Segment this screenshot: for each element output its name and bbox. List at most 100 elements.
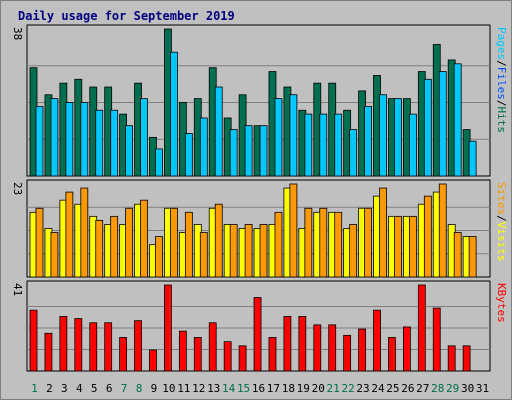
bar-sites-day-14 bbox=[229, 224, 238, 278]
x-tick-label: 15 bbox=[237, 382, 250, 395]
x-tick-label: 14 bbox=[222, 382, 236, 395]
y-max-label: 38 bbox=[11, 27, 24, 40]
bar-files-day-2 bbox=[50, 98, 59, 177]
bar-files-day-3 bbox=[65, 102, 74, 177]
bar-kbytes-day-18 bbox=[283, 316, 292, 372]
bar-sites-day-3 bbox=[65, 191, 74, 278]
bar-sites-day-27 bbox=[423, 195, 432, 278]
bar-sites-day-10 bbox=[170, 207, 178, 278]
bar-sites-day-15 bbox=[244, 224, 253, 278]
bar-sites-day-12 bbox=[199, 232, 208, 278]
bar-kbytes-day-16 bbox=[253, 297, 262, 372]
bar-kbytes-day-12 bbox=[193, 337, 202, 372]
bar-files-day-9 bbox=[155, 148, 163, 177]
bar-kbytes-day-17 bbox=[268, 337, 277, 372]
x-tick-label: 29 bbox=[446, 382, 459, 395]
bar-files-day-1 bbox=[35, 105, 44, 177]
bar-kbytes-day-7 bbox=[119, 337, 128, 372]
bar-kbytes-day-6 bbox=[104, 322, 113, 372]
bar-files-day-26 bbox=[408, 113, 417, 177]
bar-sites-day-30 bbox=[468, 236, 477, 278]
bar-kbytes-day-8 bbox=[134, 320, 142, 372]
y-max-label: 23 bbox=[11, 182, 24, 195]
bar-files-day-25 bbox=[394, 98, 402, 177]
x-tick-label: 27 bbox=[416, 382, 429, 395]
x-tick-label: 4 bbox=[76, 382, 83, 395]
series-legend: Sites/Visits bbox=[495, 182, 508, 262]
bar-sites-day-24 bbox=[379, 187, 387, 278]
x-tick-label: 25 bbox=[386, 382, 399, 395]
x-tick-label: 24 bbox=[371, 382, 385, 395]
bar-sites-day-19 bbox=[304, 207, 313, 278]
bar-kbytes-day-20 bbox=[313, 324, 322, 372]
x-tick-label: 30 bbox=[461, 382, 474, 395]
bar-kbytes-day-3 bbox=[59, 316, 68, 372]
x-tick-label: 17 bbox=[267, 382, 280, 395]
bar-kbytes-day-23 bbox=[358, 328, 366, 372]
bar-sites-day-21 bbox=[334, 211, 343, 278]
x-tick-label: 31 bbox=[476, 382, 489, 395]
bar-kbytes-day-28 bbox=[432, 307, 441, 372]
bar-sites-day-8 bbox=[140, 199, 148, 278]
legend-files: Files bbox=[495, 67, 508, 100]
bar-sites-day-16 bbox=[259, 224, 268, 278]
x-tick-label: 18 bbox=[282, 382, 295, 395]
bar-files-day-22 bbox=[349, 129, 358, 177]
bar-files-day-17 bbox=[274, 98, 283, 177]
bar-sites-day-23 bbox=[364, 207, 372, 278]
x-tick-label: 6 bbox=[106, 382, 113, 395]
bar-files-day-6 bbox=[110, 109, 119, 177]
bar-files-day-29 bbox=[453, 63, 462, 177]
bar-sites-day-6 bbox=[110, 215, 119, 278]
bar-kbytes-day-11 bbox=[178, 330, 187, 372]
bar-kbytes-day-4 bbox=[74, 318, 83, 372]
bar-files-day-24 bbox=[379, 94, 387, 177]
bar-files-day-14 bbox=[229, 129, 238, 177]
bar-files-day-21 bbox=[334, 113, 343, 177]
x-tick-label: 13 bbox=[207, 382, 220, 395]
bar-sites-day-9 bbox=[155, 236, 163, 278]
bar-files-day-28 bbox=[438, 71, 447, 177]
x-tick-label: 2 bbox=[46, 382, 53, 395]
x-tick-label: 23 bbox=[356, 382, 369, 395]
bar-kbytes-day-22 bbox=[343, 334, 352, 372]
bar-files-day-23 bbox=[364, 105, 372, 177]
bar-files-day-16 bbox=[259, 125, 268, 177]
x-tick-label: 3 bbox=[61, 382, 68, 395]
bar-files-day-8 bbox=[140, 98, 148, 177]
bar-sites-day-5 bbox=[95, 219, 104, 278]
legend-hits: Hits bbox=[495, 107, 508, 134]
bar-files-day-7 bbox=[125, 125, 134, 177]
bar-sites-day-2 bbox=[50, 232, 59, 278]
series-legend: Pages/Files/Hits bbox=[495, 27, 508, 133]
legend-kbytes: KBytes bbox=[495, 283, 508, 323]
bar-kbytes-day-29 bbox=[447, 345, 456, 372]
bar-files-day-20 bbox=[319, 113, 328, 177]
legend-separator: / bbox=[495, 100, 508, 107]
x-axis-labels: 1 2 3 4 5 6 7 8 9 10 11 12 13 14 15 16 17 18 19 20 21 22 23 24 2… bbox=[31, 382, 489, 395]
bar-files-day-30 bbox=[468, 140, 477, 177]
x-tick-label: 7 bbox=[121, 382, 128, 395]
x-tick-label: 28 bbox=[431, 382, 444, 395]
bar-sites-day-17 bbox=[274, 211, 283, 278]
legend-separator: / bbox=[495, 60, 508, 67]
y-max-label: 41 bbox=[11, 283, 24, 296]
bar-kbytes-day-10 bbox=[164, 284, 172, 372]
bar-files-day-19 bbox=[304, 113, 313, 177]
bar-sites-day-4 bbox=[80, 187, 89, 278]
bar-kbytes-day-25 bbox=[388, 337, 396, 372]
bar-kbytes-day-19 bbox=[298, 316, 307, 372]
legend-pages: Pages bbox=[495, 27, 508, 60]
bar-files-day-11 bbox=[184, 133, 193, 177]
bar-sites-day-28 bbox=[438, 183, 447, 278]
bar-files-day-13 bbox=[214, 86, 223, 177]
bar-files-day-4 bbox=[80, 102, 89, 177]
bar-kbytes-day-5 bbox=[89, 322, 98, 372]
panel-hits-files: 38 Pages/Files/Hits bbox=[11, 24, 508, 177]
x-tick-label: 10 bbox=[162, 382, 175, 395]
bar-kbytes-day-15 bbox=[238, 345, 247, 372]
x-tick-label: 9 bbox=[151, 382, 158, 395]
x-tick-label: 16 bbox=[252, 382, 265, 395]
bar-files-day-5 bbox=[95, 109, 104, 177]
bar-sites-day-1 bbox=[35, 207, 44, 278]
